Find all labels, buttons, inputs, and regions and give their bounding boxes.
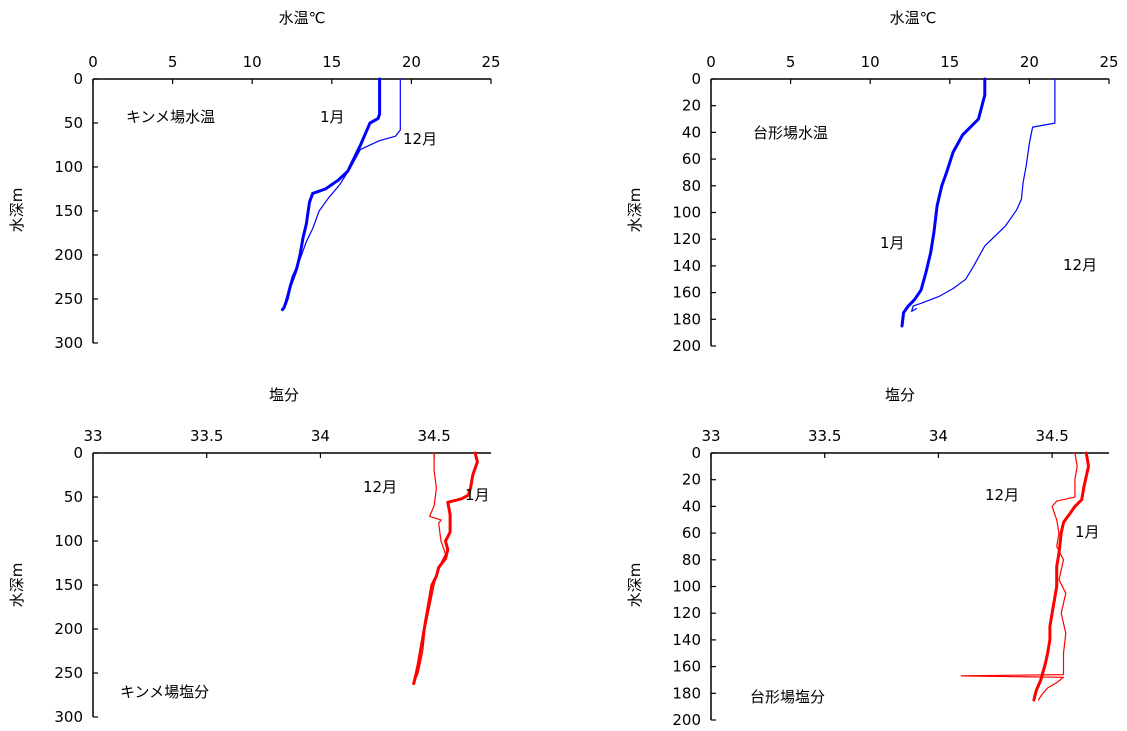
y-tick-label: 160: [672, 284, 701, 302]
panel-daikei-sal: 塩分 水深m 33 33.5 34 34.5 0 20 40 60 80 100 120 140 160…: [626, 386, 1109, 729]
series-group: [900, 77, 1056, 328]
y-tick-label: 60: [682, 524, 701, 542]
series-line-dec: [960, 452, 1078, 701]
y-tick-label: 180: [672, 310, 701, 328]
y-tick-label: 140: [672, 631, 701, 649]
y-tick-label: 180: [672, 684, 701, 702]
y-tick-label: 160: [672, 658, 701, 676]
y-tick-label: 0: [691, 444, 701, 462]
x-axis-title: 水温℃: [279, 9, 326, 27]
series-line-dec: [910, 78, 1056, 312]
panel-label: キンメ場水温: [126, 108, 215, 126]
x-tick-label: 34: [311, 427, 330, 445]
y-tick-label: 300: [54, 334, 83, 352]
series-line-jan: [1032, 451, 1090, 702]
x-tick-label: 33: [701, 427, 720, 445]
panel-label: キンメ場塩分: [120, 683, 209, 701]
axes: 0 5 10 15 20 25 0 20 40 60 80 100 120 140 160 180 200: [672, 53, 1118, 355]
y-tick-label: 50: [64, 114, 83, 132]
y-tick-label: 250: [54, 664, 83, 682]
y-tick-label: 200: [54, 620, 83, 638]
y-tick-label: 60: [682, 150, 701, 168]
series-group: [412, 451, 479, 686]
series-label-jan: 1月: [320, 108, 345, 126]
y-tick-label: 150: [54, 576, 83, 594]
y-tick-label: 200: [672, 337, 701, 355]
panel-label: 台形場水温: [753, 124, 828, 142]
series-label-dec: 12月: [403, 130, 437, 148]
y-axis-title: 水深m: [8, 563, 26, 608]
y-axis-title: 水深m: [626, 563, 644, 608]
y-tick-label: 0: [73, 70, 83, 88]
axes: 33 33.5 34 34.5 0 50 100 150 200 250 300: [54, 427, 491, 726]
axes: 33 33.5 34 34.5 0 20 40 60 80 100 120 140 160 180 200: [672, 427, 1109, 729]
x-tick-label: 20: [1020, 53, 1039, 71]
x-axis-title: 塩分: [269, 386, 299, 404]
x-tick-label: 25: [481, 53, 500, 71]
series-line-dec: [281, 78, 401, 311]
x-tick-label: 34: [929, 427, 948, 445]
y-tick-label: 100: [54, 158, 83, 176]
x-tick-label: 0: [88, 53, 98, 71]
x-tick-label: 5: [168, 53, 178, 71]
y-tick-label: 300: [54, 708, 83, 726]
y-tick-label: 140: [672, 257, 701, 275]
y-tick-label: 120: [672, 604, 701, 622]
y-tick-label: 40: [682, 497, 701, 515]
y-tick-label: 20: [682, 97, 701, 115]
y-tick-label: 120: [672, 230, 701, 248]
y-tick-label: 40: [682, 123, 701, 141]
y-tick-label: 100: [672, 578, 701, 596]
x-tick-label: 20: [402, 53, 421, 71]
panel-daikei-temp: 水温℃ 水深m 0 5 10 15 20 25 0 20 40 60 80 100 120 140 160 1…: [626, 9, 1119, 355]
series-line-jan: [412, 451, 479, 686]
y-axis-title: 水深m: [626, 188, 644, 233]
y-tick-label: 200: [54, 246, 83, 264]
x-tick-label: 34.5: [1035, 427, 1068, 445]
x-tick-label: 10: [243, 53, 262, 71]
y-tick-label: 20: [682, 471, 701, 489]
series-group: [960, 451, 1090, 702]
y-tick-label: 80: [682, 177, 701, 195]
x-tick-label: 33: [83, 427, 102, 445]
x-tick-label: 0: [706, 53, 716, 71]
series-line-jan: [900, 77, 987, 328]
y-tick-label: 80: [682, 551, 701, 569]
y-tick-label: 150: [54, 202, 83, 220]
x-tick-label: 34.5: [417, 427, 450, 445]
y-tick-label: 100: [672, 204, 701, 222]
series-label-jan: 1月: [465, 486, 490, 504]
x-tick-label: 15: [322, 53, 341, 71]
x-axis-title: 水温℃: [890, 9, 937, 27]
y-tick-label: 0: [691, 70, 701, 88]
series-label-jan: 1月: [880, 234, 905, 252]
x-tick-label: 33.5: [190, 427, 223, 445]
x-tick-label: 5: [786, 53, 796, 71]
x-tick-label: 10: [861, 53, 880, 71]
y-tick-label: 50: [64, 488, 83, 506]
series-label-dec: 12月: [363, 478, 397, 496]
series-label-dec: 12月: [1063, 256, 1097, 274]
series-label-jan: 1月: [1075, 523, 1100, 541]
series-group: [280, 77, 401, 312]
series-line-jan: [280, 77, 382, 312]
panel-kinme-sal: 塩分 水深m 33 33.5 34 34.5 0 50 100 150 200 250 300 キン…: [8, 386, 491, 726]
y-axis-title: 水深m: [8, 188, 26, 233]
x-tick-label: 33.5: [808, 427, 841, 445]
x-tick-label: 25: [1099, 53, 1118, 71]
series-line-dec: [413, 452, 447, 685]
x-tick-label: 15: [940, 53, 959, 71]
y-tick-label: 0: [73, 444, 83, 462]
y-tick-label: 250: [54, 290, 83, 308]
y-tick-label: 200: [672, 711, 701, 729]
x-axis-title: 塩分: [885, 386, 915, 404]
series-label-dec: 12月: [985, 486, 1019, 504]
panel-label: 台形場塩分: [750, 688, 825, 706]
y-tick-label: 100: [54, 532, 83, 550]
